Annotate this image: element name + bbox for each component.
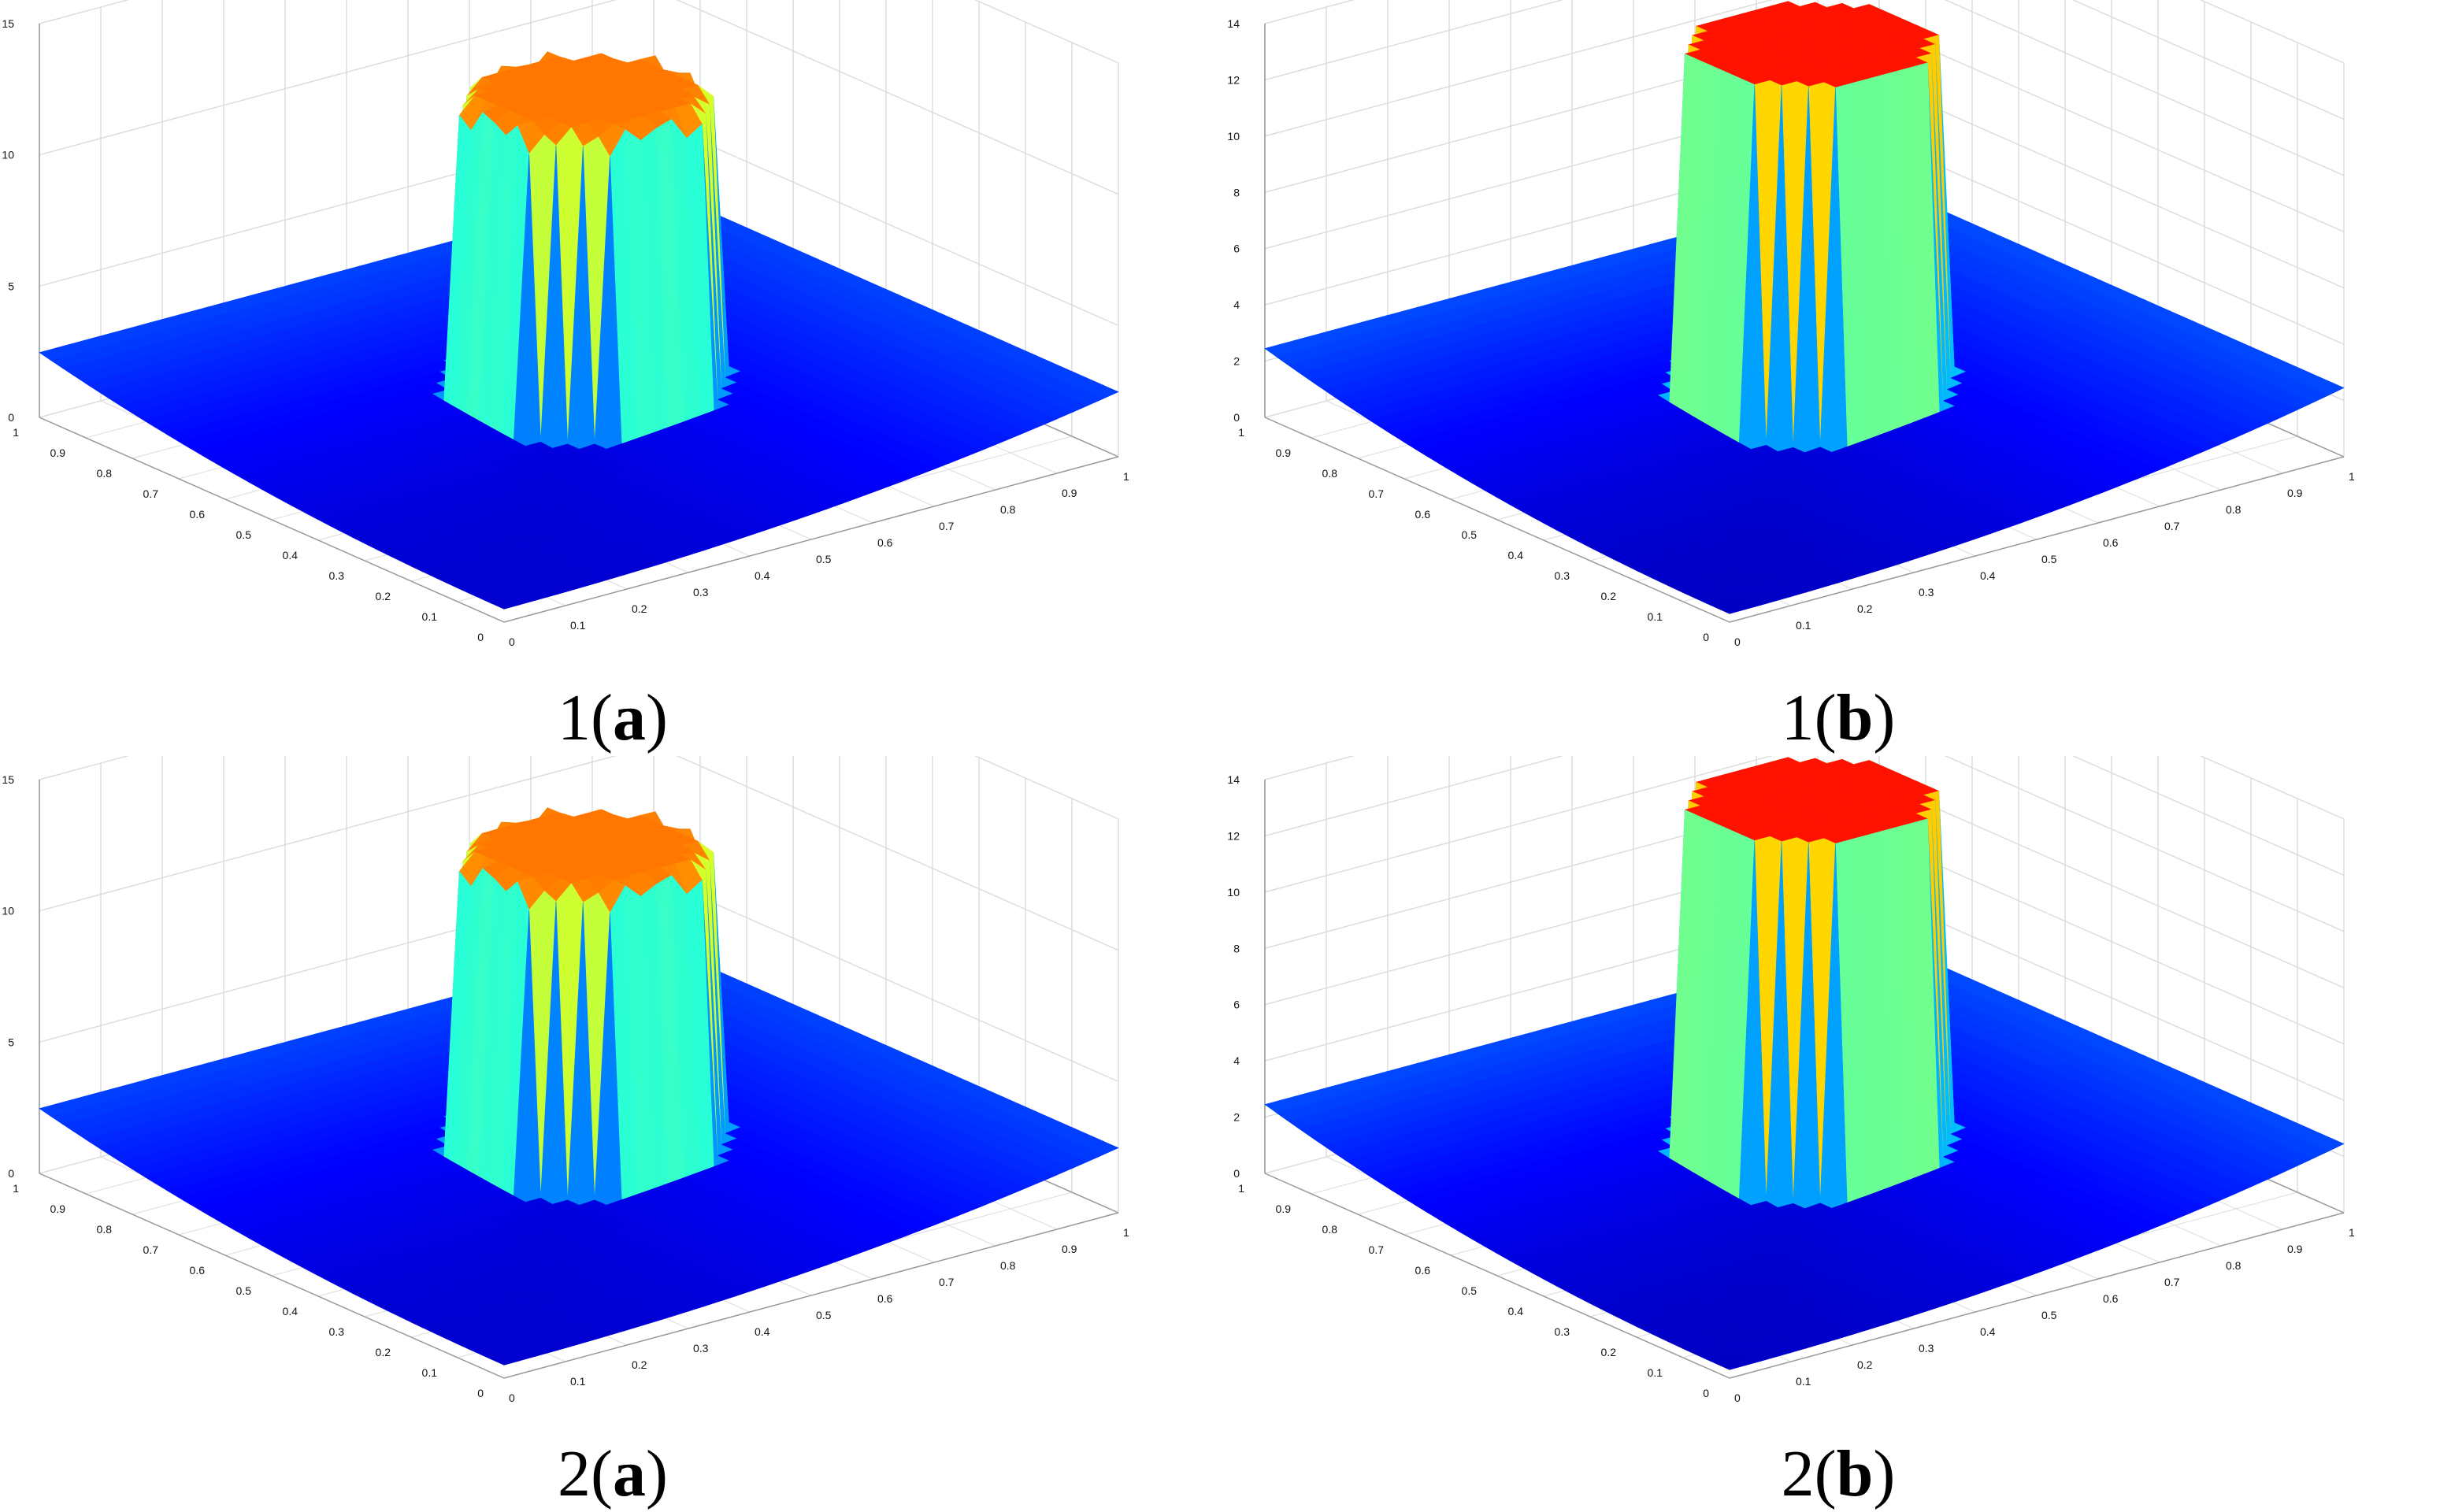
x-tick-label: 0.8 [2226,503,2241,516]
surface-facet [1717,604,1746,614]
x-tick-label: 0.7 [939,520,955,532]
z-tick-label: 4 [1233,298,1240,311]
x-tick-label: 0.9 [2287,487,2303,499]
panel-1a: 0 5 10 15 0 0.1 0.2 0.3 0.4 0.5 0.6 0.7 0.8 0.9 1 0 0.1 0… [0,0,1226,756]
axis-line [39,417,505,623]
x-tick-label: 0.5 [816,553,832,565]
x-tick-label: 0.9 [1062,487,1077,499]
surface-mesh [39,50,1119,610]
x-tick-label: 0 [1734,636,1741,648]
surface-plot: 0246810121400.10.20.30.40.50.60.70.80.91… [1227,0,2355,648]
y-tick-label: 0.2 [1601,590,1617,602]
y-tick-label: 0.8 [1322,467,1338,480]
y-tick-label: 1 [13,426,19,439]
axis-line [1729,456,2345,623]
z-tick-label: 15 [2,17,14,30]
z-tick-label: 8 [1233,186,1240,198]
y-tick-label: 0.6 [1415,508,1431,521]
z-tick-label: 14 [1227,17,1240,30]
surface-facet [491,599,521,610]
y-tick-label: 0.9 [50,447,66,459]
x-tick-label: 0 [509,636,515,648]
x-tick-label: 0.4 [1980,569,1996,582]
x-tick-label: 0.6 [877,536,893,549]
z-tick-label: 5 [8,280,14,292]
axis-line [503,456,1119,623]
y-tick-label: 0 [1703,631,1709,643]
x-tick-label: 0.4 [755,569,770,582]
caption-letter: a [613,681,646,754]
panel-2a: 0 5 10 15 0 0.1 0.2 0.3 0.4 0.5 0.6 0.7 0.8 0.9 1 0 0.1 0… [0,756,1226,1512]
z-tick-label: 2 [1233,355,1240,368]
y-tick-label: 0.7 [143,487,159,500]
y-tick-label: 0.7 [1369,487,1385,500]
caption-1b: 1(b) [1226,685,2451,751]
panel-1b: 0 2 4 6 8 10 12 14 0 0.1 0.2 0.3 0.4 0.5 0.6 0.7 0.8 0.9 1… [1226,0,2451,756]
caption-close: ) [1873,681,1896,754]
x-tick-label: 0.3 [1919,586,1934,598]
y-tick-label: 0.5 [1462,528,1478,541]
surface-mesh [1264,1,2345,614]
z-tick-label: 6 [1233,243,1240,255]
x-tick-label: 0.1 [570,619,586,632]
grid-line [1264,0,2345,120]
y-tick-label: 0.3 [329,569,345,582]
z-tick-label: 0 [1233,411,1240,424]
y-tick-label: 0.1 [422,610,438,623]
y-tick-label: 0.9 [1276,447,1292,459]
surface-mesh [39,806,1119,1366]
y-tick-label: 1 [1238,426,1244,439]
surface-plot: 05101500.10.20.30.40.50.60.70.80.9100.10… [2,0,1129,648]
caption-number: 1( [558,681,613,754]
caption-letter: b [1836,681,1874,754]
z-tick-label: 10 [1227,130,1240,143]
caption-close: ) [646,681,668,754]
axis-line [503,1212,1119,1379]
x-tick-label: 0.3 [693,586,709,598]
axis-line [39,1173,505,1379]
grid-line [1264,0,2345,176]
y-tick-label: 0.6 [190,508,206,521]
z-tick-label: 12 [1227,73,1240,86]
axis-line [1264,417,1730,623]
tick-labels: 05101500.10.20.30.40.50.60.70.80.9100.10… [2,17,1129,648]
caption-number: 1( [1781,681,1837,754]
y-tick-label: 0.3 [1555,569,1570,582]
x-tick-label: 0.5 [2041,553,2057,565]
x-tick-label: 0.2 [1857,602,1873,615]
x-tick-label: 0.2 [632,602,647,615]
x-tick-label: 0.1 [1796,619,1811,632]
z-tick-label: 10 [2,149,14,161]
grid-line [39,0,1119,195]
x-tick-label: 1 [1123,470,1129,483]
y-tick-label: 0.8 [97,467,113,480]
x-tick-label: 1 [2349,470,2355,483]
y-tick-label: 0.4 [1508,549,1524,561]
y-tick-label: 0.4 [283,549,298,561]
z-tick-label: 0 [8,411,14,424]
x-tick-label: 0.7 [2164,520,2180,532]
tick-labels: 0246810121400.10.20.30.40.50.60.70.80.91… [1227,17,2355,648]
x-tick-label: 0.8 [1000,503,1016,516]
y-tick-label: 0.2 [376,590,391,602]
y-tick-label: 0.1 [1648,610,1663,623]
x-tick-label: 0.6 [2103,536,2119,549]
grid-line [39,756,1119,951]
y-tick-label: 0 [477,631,484,643]
surface-plot: 05101500.10.20.30.40.50.60.70.80.9100.10… [2,756,1129,1404]
y-tick-label: 0.5 [236,528,252,541]
caption-1a: 1(a) [0,685,1226,751]
